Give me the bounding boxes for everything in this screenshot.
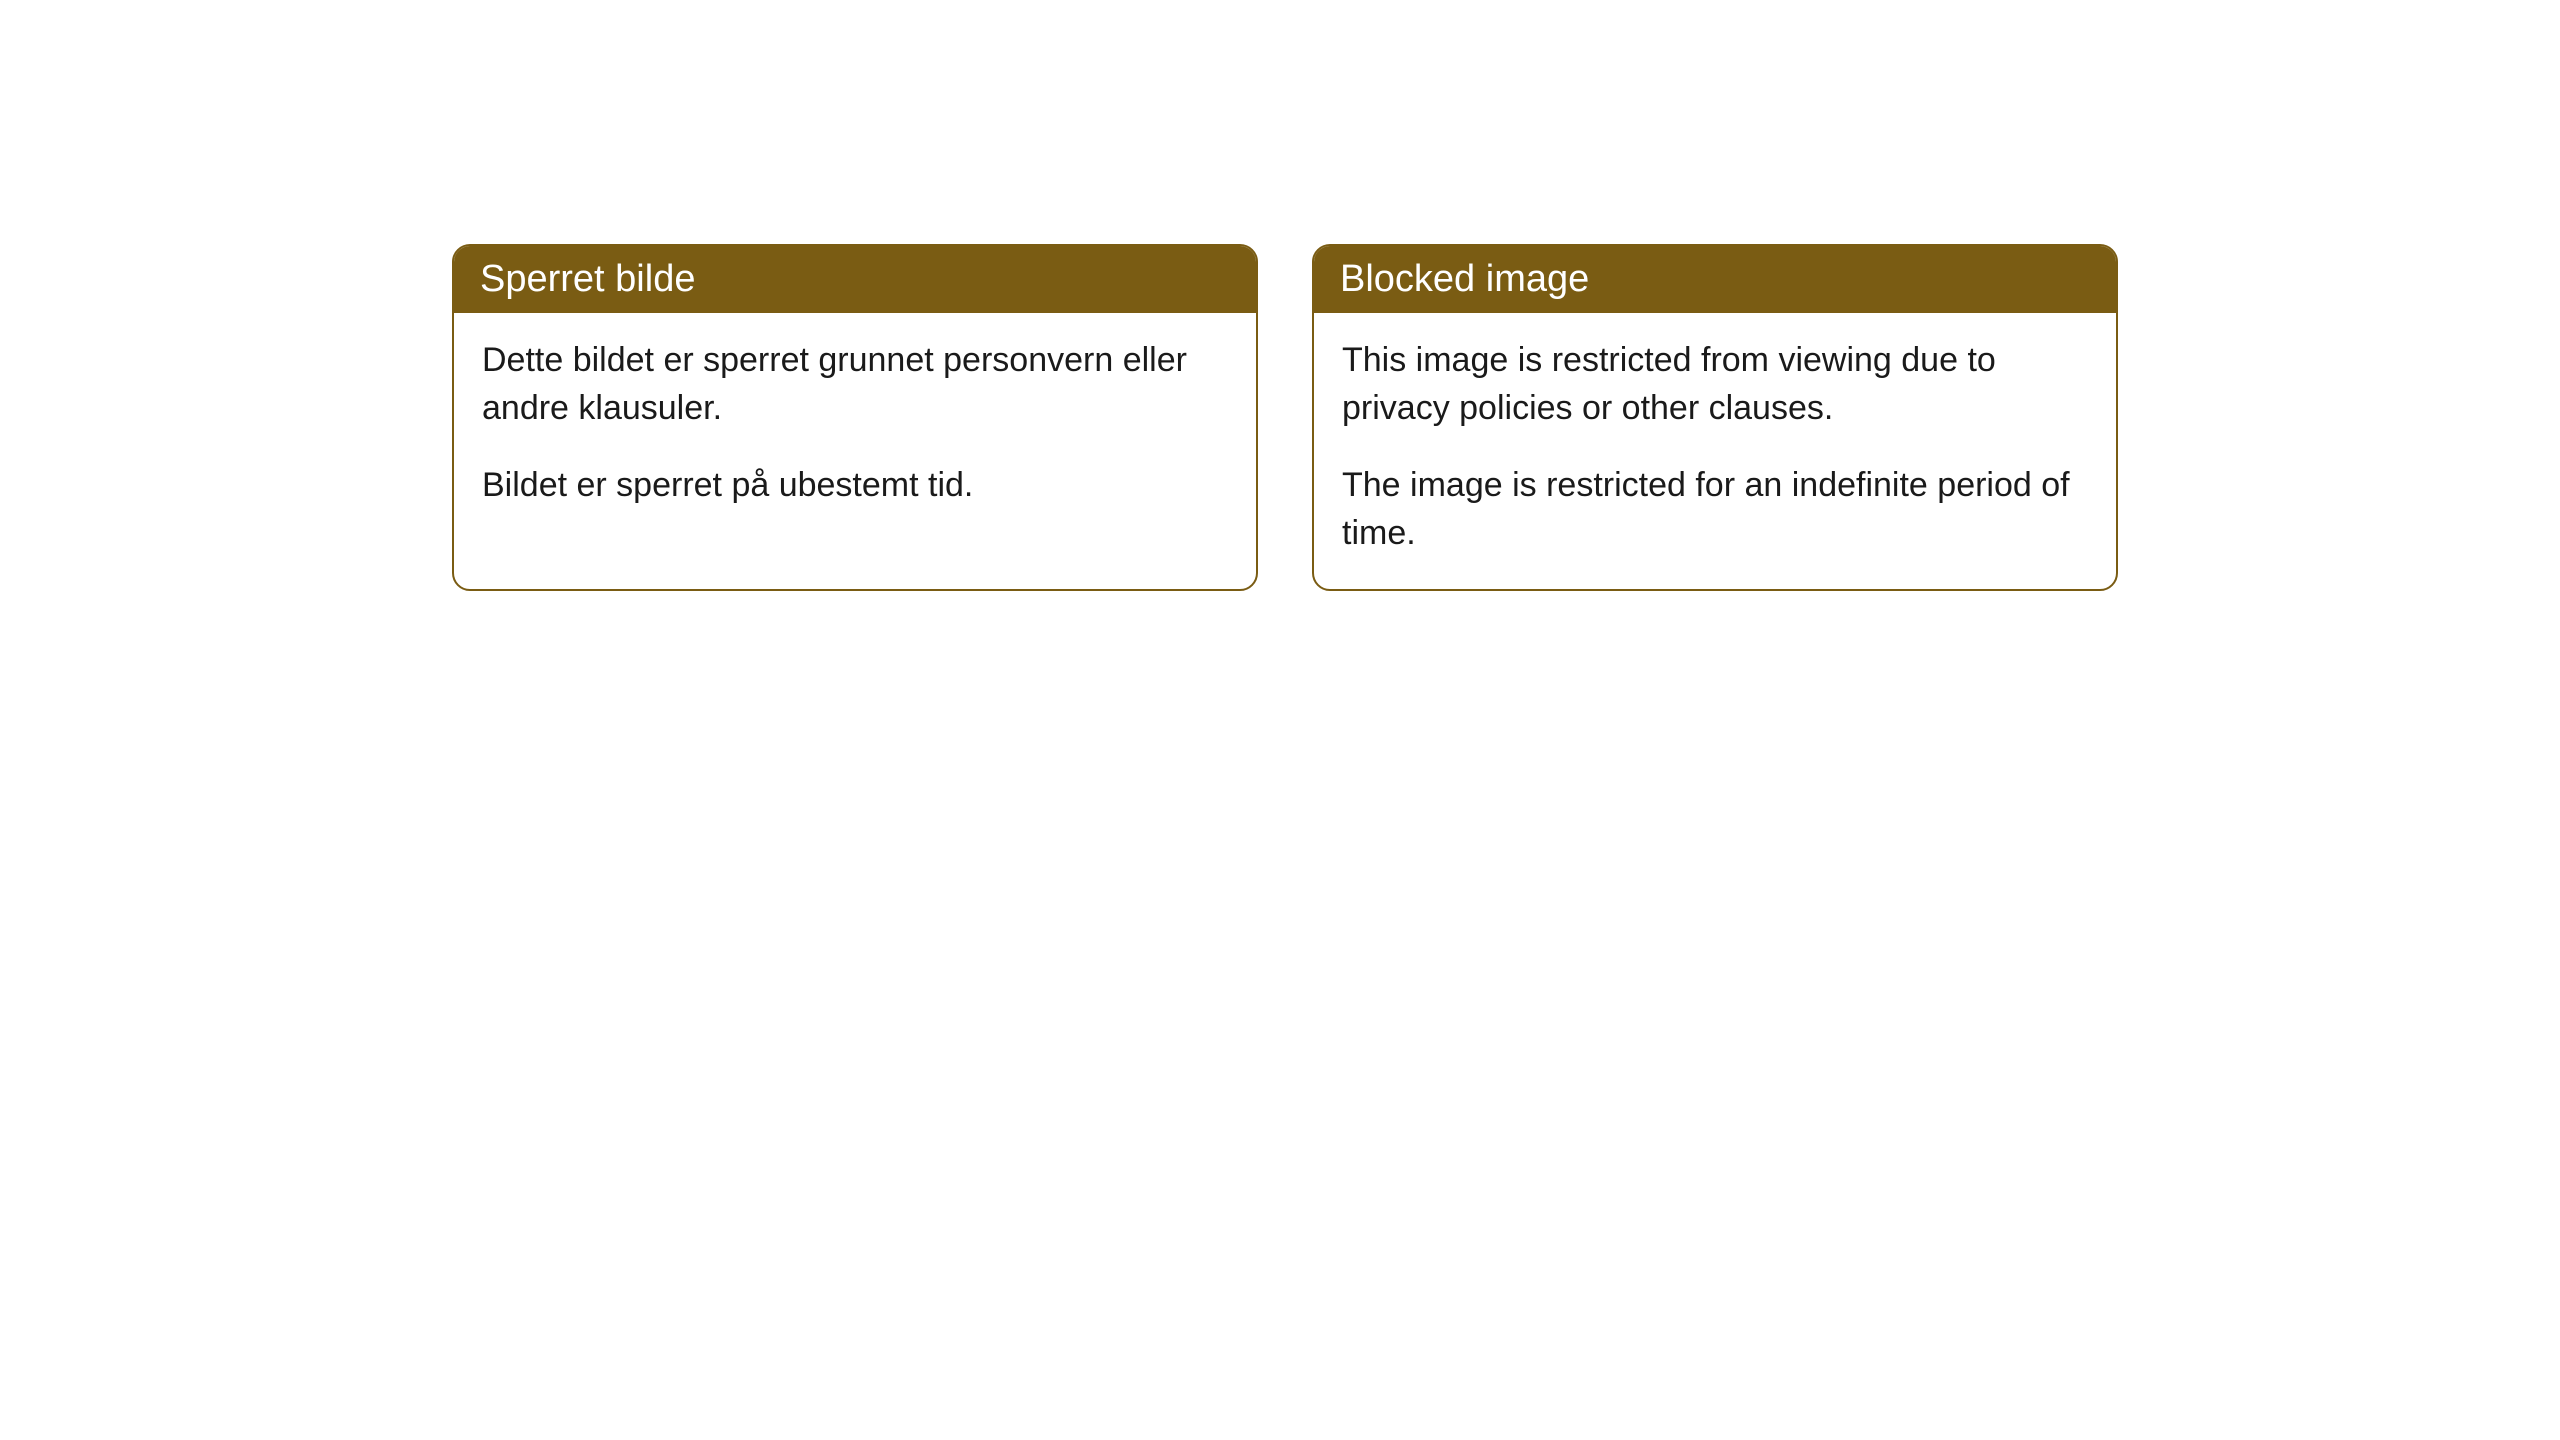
card-body-english: This image is restricted from viewing du… <box>1314 313 2116 589</box>
card-header-english: Blocked image <box>1314 246 2116 313</box>
blocked-image-card-norwegian: Sperret bilde Dette bildet er sperret gr… <box>452 244 1258 591</box>
card-paragraph-1: This image is restricted from viewing du… <box>1342 337 2088 432</box>
card-title: Blocked image <box>1340 258 1589 300</box>
blocked-image-card-english: Blocked image This image is restricted f… <box>1312 244 2118 591</box>
card-paragraph-2: Bildet er sperret på ubestemt tid. <box>482 462 1228 510</box>
card-paragraph-1: Dette bildet er sperret grunnet personve… <box>482 337 1228 432</box>
notification-cards-container: Sperret bilde Dette bildet er sperret gr… <box>452 244 2118 591</box>
card-body-norwegian: Dette bildet er sperret grunnet personve… <box>454 313 1256 542</box>
card-paragraph-2: The image is restricted for an indefinit… <box>1342 462 2088 557</box>
card-header-norwegian: Sperret bilde <box>454 246 1256 313</box>
card-title: Sperret bilde <box>480 258 695 300</box>
